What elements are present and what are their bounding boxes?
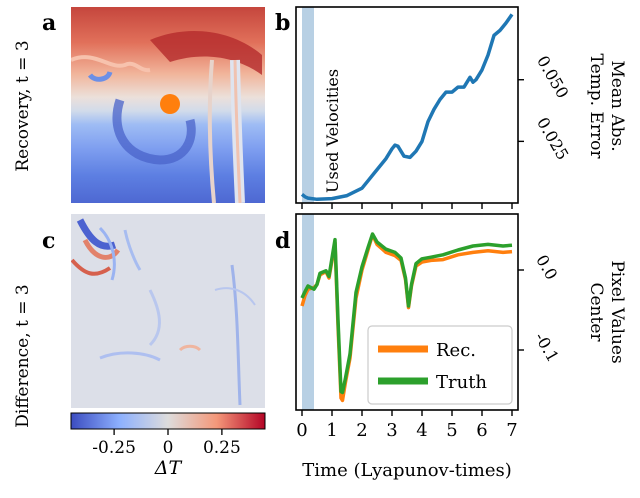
- panel-d-xtick-label: 7: [506, 420, 517, 441]
- panel-c-ylabel: Difference, t = 3: [13, 284, 33, 427]
- panel-b-error-line: [300, 13, 514, 202]
- panel-d-xtick-label: 5: [446, 420, 457, 441]
- panel-c: c Difference, t = 3: [13, 214, 265, 428]
- panel-d-ylabel-line1: Pixel Values: [607, 260, 627, 363]
- panel-b-shaded-region: [302, 7, 314, 203]
- panel-d-ytick-label: -0.1: [531, 329, 563, 365]
- panel-c-letter: c: [42, 228, 55, 254]
- panel-a-letter: a: [42, 10, 56, 36]
- shared-xlabel: Time (Lyapunov-times): [302, 460, 512, 481]
- panel-b-ytick-label: 0.025: [533, 114, 572, 163]
- legend-truth-label: Truth: [436, 372, 487, 393]
- panel-d-shaded-region: [302, 214, 314, 410]
- colorbar-tick-label: -0.25: [92, 438, 136, 458]
- panel-d-letter: d: [275, 228, 290, 254]
- panel-d: 0.0 -0.1 0 1 2 3 4 5 6 7 d Pixel Values Center Re…: [275, 213, 627, 441]
- panel-d-xtick-label: 2: [356, 420, 367, 441]
- panel-b-ylabel-line1: Mean Abs.: [607, 60, 627, 151]
- colorbar: -0.25 0 0.25 ΔT: [70, 412, 266, 479]
- recovery-center-marker: [160, 94, 180, 114]
- panel-d-xtick-label: 1: [326, 420, 337, 441]
- panel-b-ylabel-line2: Temp. Error: [586, 54, 606, 160]
- panel-d-xtick-label: 4: [416, 420, 427, 441]
- panel-d-ytick-label: 0.0: [532, 251, 561, 283]
- colorbar-gradient: [70, 412, 266, 430]
- panel-d-xtick-label: 3: [386, 420, 397, 441]
- panel-a-ylabel: Recovery, t = 3: [13, 40, 33, 171]
- panel-a-field-image: [71, 7, 265, 203]
- panel-b-ytick-label: 0.050: [533, 52, 572, 101]
- legend-rec-label: Rec.: [436, 340, 476, 361]
- panel-d-ylabel-line2: Center: [586, 282, 606, 342]
- panel-d-xtick-label: 6: [476, 420, 487, 441]
- panel-b-letter: b: [275, 10, 290, 36]
- panel-a: a Recovery, t = 3: [13, 7, 265, 203]
- panel-b-frame: [295, 6, 519, 204]
- colorbar-label: ΔT: [154, 457, 183, 479]
- colorbar-tick-label: 0.25: [203, 438, 241, 458]
- panel-c-field-image: [71, 214, 265, 408]
- panel-d-truth-line: [300, 232, 513, 395]
- colorbar-tick-label: 0: [163, 438, 174, 458]
- panel-d-frame: [295, 213, 519, 411]
- panel-d-legend: Rec. Truth: [367, 325, 513, 405]
- panel-b: 0.025 0.050 Used Velocities b Mean Abs. T…: [275, 6, 627, 209]
- panel-b-shade-label: Used Velocities: [323, 69, 342, 193]
- panel-d-xtick-label: 0: [296, 420, 307, 441]
